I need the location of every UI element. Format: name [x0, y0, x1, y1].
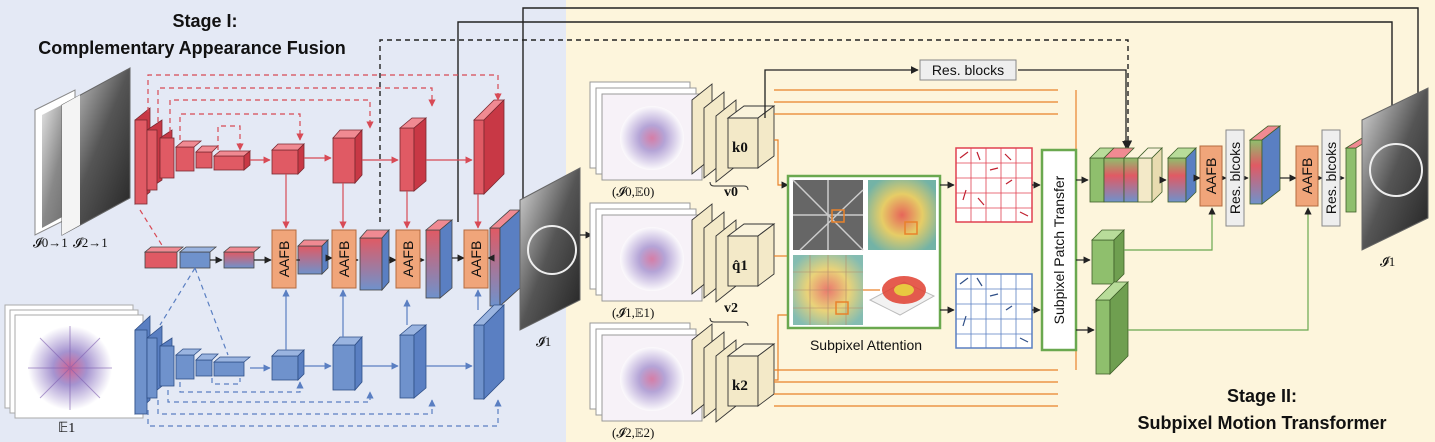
- subpixel-patch-transfer: Subpixel Patch Transfer: [1040, 148, 1078, 352]
- res-blocks-label: Res. blocks: [932, 62, 1004, 78]
- pair-label-2: (𝓘2,𝔼2): [612, 425, 654, 440]
- decoder-aafb-1-label: AAFB: [1203, 158, 1219, 195]
- stage1-output-label: 𝓘̂1: [536, 334, 551, 349]
- stage2-title-line1: Stage II:: [1227, 386, 1297, 406]
- decoder-aafb-1: AAFB: [1199, 145, 1223, 207]
- input-stack-1: [589, 202, 703, 302]
- green-skip-lines: [1124, 207, 1312, 331]
- red-flow-lines: [139, 154, 482, 251]
- event-stack: [4, 304, 144, 419]
- blue-flow-grid: [955, 273, 1033, 349]
- stage1-output-image: [519, 167, 581, 331]
- frame0-label: 𝓘0→1: [33, 235, 68, 250]
- query-label: q̂1: [732, 258, 748, 274]
- decoder-res-2: Res. blcoks: [1321, 129, 1341, 227]
- decoder-blocks: [1089, 125, 1374, 375]
- input-stack-0: [589, 81, 703, 181]
- feature-encoders: [691, 83, 776, 423]
- orange-feature-lines: [774, 89, 1077, 407]
- stage2-title-line2: Subpixel Motion Transformer: [1137, 413, 1386, 433]
- global-skip-lines: [379, 7, 1423, 222]
- frame2-label: 𝓘2→1: [73, 235, 108, 250]
- input-frame-2: [61, 67, 131, 236]
- value-0-brace: [709, 181, 749, 191]
- stage1-title-line2: Complementary Appearance Fusion: [38, 38, 345, 58]
- res-blocks-top: Res. blocks: [764, 59, 1130, 149]
- decoder-aafb-2: AAFB: [1295, 145, 1319, 207]
- subpixel-attention-panel: [786, 174, 942, 330]
- aafb-1-label: AAFB: [276, 241, 292, 278]
- decoder-res-1: Res. blcoks: [1225, 129, 1245, 227]
- aafb-4-label: AAFB: [468, 241, 484, 278]
- red-flow-grid: [955, 147, 1033, 223]
- decoder-aafb-2-label: AAFB: [1299, 158, 1315, 195]
- subpixel-attention-label: Subpixel Attention: [810, 337, 922, 353]
- blue-encoder: [134, 304, 505, 415]
- patch-transfer-label: Subpixel Patch Transfer: [1051, 175, 1067, 324]
- key-0-label: k0: [732, 140, 748, 156]
- red-encoder: [134, 99, 505, 205]
- decoder-res-1-label: Res. blcoks: [1227, 142, 1243, 214]
- decoder-res-2-label: Res. blcoks: [1323, 142, 1339, 214]
- value-2-label: v2: [724, 301, 738, 316]
- aafb-2-label: AAFB: [336, 241, 352, 278]
- final-output-label: 𝓘̂1: [1380, 254, 1395, 269]
- fusion-row: [143, 209, 522, 307]
- value-2-brace: [709, 317, 749, 327]
- value-0-label: v0: [724, 185, 738, 200]
- input-stack-2: [589, 322, 703, 422]
- blue-flow-lines: [250, 289, 482, 372]
- aafb-block-2: AAFB: [331, 229, 357, 289]
- red-skip-lines: [147, 74, 502, 151]
- aafb-3-label: AAFB: [400, 241, 416, 278]
- pair-label-1: (𝓘̂1,𝔼1): [612, 305, 654, 320]
- blue-skip-lines: [147, 267, 502, 427]
- aafb-block-3: AAFB: [395, 229, 421, 289]
- stage1-title-line1: Stage I:: [172, 11, 237, 31]
- event-label: 𝔼1: [58, 421, 75, 436]
- pair-label-0: (𝓘0,𝔼0): [612, 184, 654, 199]
- aafb-block-1: AAFB: [271, 229, 297, 289]
- final-output-image: [1361, 87, 1429, 251]
- decoder-arrows: [1076, 174, 1345, 334]
- key-2-label: k2: [732, 378, 748, 394]
- aafb-block-4: AAFB: [463, 229, 489, 289]
